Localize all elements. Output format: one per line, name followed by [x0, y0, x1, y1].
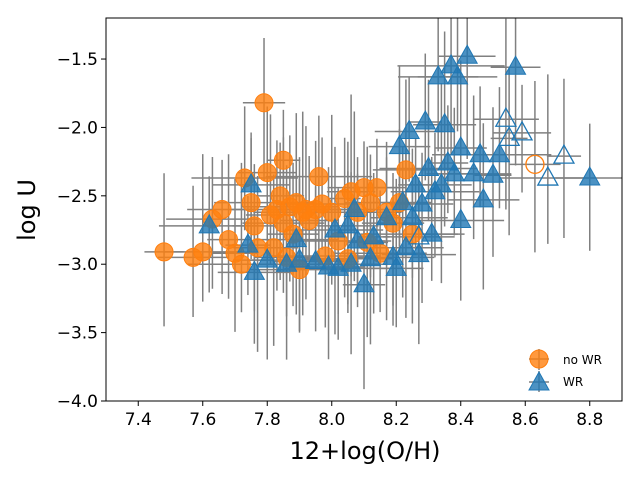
data-point-wr — [433, 112, 456, 133]
data-point-wr — [340, 252, 362, 272]
data-point-wr — [304, 249, 327, 269]
data-point-wr — [449, 135, 472, 156]
data-point-wr — [427, 64, 450, 85]
y-tick-label: −2.0 — [57, 118, 98, 138]
marker-layer — [154, 44, 601, 293]
data-point-nowr — [231, 254, 251, 274]
data-point-nowr — [241, 193, 261, 213]
x-tick-label: 7.8 — [254, 410, 281, 430]
data-point-wr — [446, 64, 469, 85]
data-point-wr — [443, 161, 466, 182]
data-point-wr-open — [407, 224, 430, 245]
data-point-wr — [456, 44, 479, 64]
data-point-wr-open — [494, 106, 518, 127]
x-tick-label: 7.6 — [189, 410, 216, 430]
data-point-nowr — [244, 216, 264, 236]
y-tick-label: −2.5 — [57, 187, 98, 207]
legend-label-wr: WR — [563, 375, 583, 389]
x-tick-label: 8.4 — [447, 410, 474, 430]
data-point-nowr — [154, 242, 174, 262]
data-point-wr-open — [536, 165, 559, 186]
data-point-wr — [243, 260, 266, 280]
data-point-wr — [385, 256, 408, 276]
data-point-wr — [398, 119, 420, 140]
data-point-nowr — [396, 160, 416, 180]
x-tick-label: 8.6 — [512, 410, 539, 430]
y-tick-label: −4.0 — [57, 392, 98, 412]
plot-frame — [105, 17, 623, 402]
data-point-wr — [362, 224, 385, 245]
data-point-nowr — [309, 167, 329, 187]
data-point-wr — [288, 248, 311, 268]
data-point-wr — [388, 134, 411, 155]
data-point-nowr — [254, 93, 274, 113]
x-axis-label: 12+log(O/H) — [290, 437, 441, 465]
data-point-nowr — [367, 178, 387, 198]
data-point-wr — [359, 246, 382, 267]
data-point-wr — [417, 156, 440, 176]
data-point-wr — [285, 227, 308, 248]
data-point-wr-open — [552, 143, 576, 164]
data-point-wr — [198, 213, 221, 234]
data-point-wr — [407, 242, 430, 263]
data-point-wr — [240, 172, 262, 193]
data-point-wr — [420, 222, 443, 242]
data-point-wr — [237, 233, 259, 253]
data-point-wr — [256, 248, 279, 268]
data-point-wr — [337, 213, 359, 234]
data-point-wr — [404, 172, 427, 193]
data-point-wr — [346, 228, 369, 249]
data-point-wr — [375, 205, 398, 226]
legend-marker-nowr — [529, 349, 549, 369]
data-point-wr — [343, 197, 366, 217]
data-point-wr — [391, 190, 414, 211]
y-axis: −4.0 −3.5 −3.0 −2.5 −2.0 −1.5 — [57, 50, 106, 412]
data-point-wr — [401, 205, 424, 226]
data-point-wr-open — [510, 120, 534, 141]
y-tick-label: −1.5 — [57, 50, 98, 70]
y-axis-label: log U — [13, 179, 41, 241]
legend-label-nowr: no WR — [563, 353, 602, 367]
data-point-nowr-open — [525, 154, 545, 175]
legend-marker-wr — [528, 370, 550, 391]
data-point-nowr — [273, 150, 293, 170]
data-point-nowr — [193, 242, 213, 262]
data-point-wr — [395, 235, 417, 256]
data-point-wr — [462, 161, 485, 182]
data-point-nowr — [257, 163, 277, 183]
y-tick-label: −3.5 — [57, 324, 98, 344]
data-point-wr — [488, 142, 511, 163]
data-point-wr — [414, 109, 437, 130]
data-point-nowr — [212, 200, 232, 219]
y-tick-label: −3.0 — [57, 255, 98, 275]
x-tick-label: 8.0 — [318, 410, 345, 430]
x-axis: 7.4 7.6 7.8 8.0 8.2 8.4 8.6 8.8 — [125, 401, 603, 430]
legend: no WR WR — [528, 349, 602, 392]
data-point-wr — [578, 166, 601, 186]
data-point-wr — [430, 172, 453, 193]
x-tick-label: 7.4 — [125, 410, 152, 430]
data-point-wr — [353, 272, 375, 293]
data-point-wr — [411, 191, 433, 212]
x-tick-label: 8.8 — [576, 410, 603, 430]
data-point-wr — [482, 163, 504, 183]
data-point-wr — [449, 208, 472, 228]
data-point-nowr — [322, 202, 342, 222]
x-tick-label: 8.2 — [383, 410, 410, 430]
data-point-wr — [472, 187, 495, 208]
data-point-wr — [504, 55, 527, 75]
data-point-wr — [469, 142, 491, 163]
